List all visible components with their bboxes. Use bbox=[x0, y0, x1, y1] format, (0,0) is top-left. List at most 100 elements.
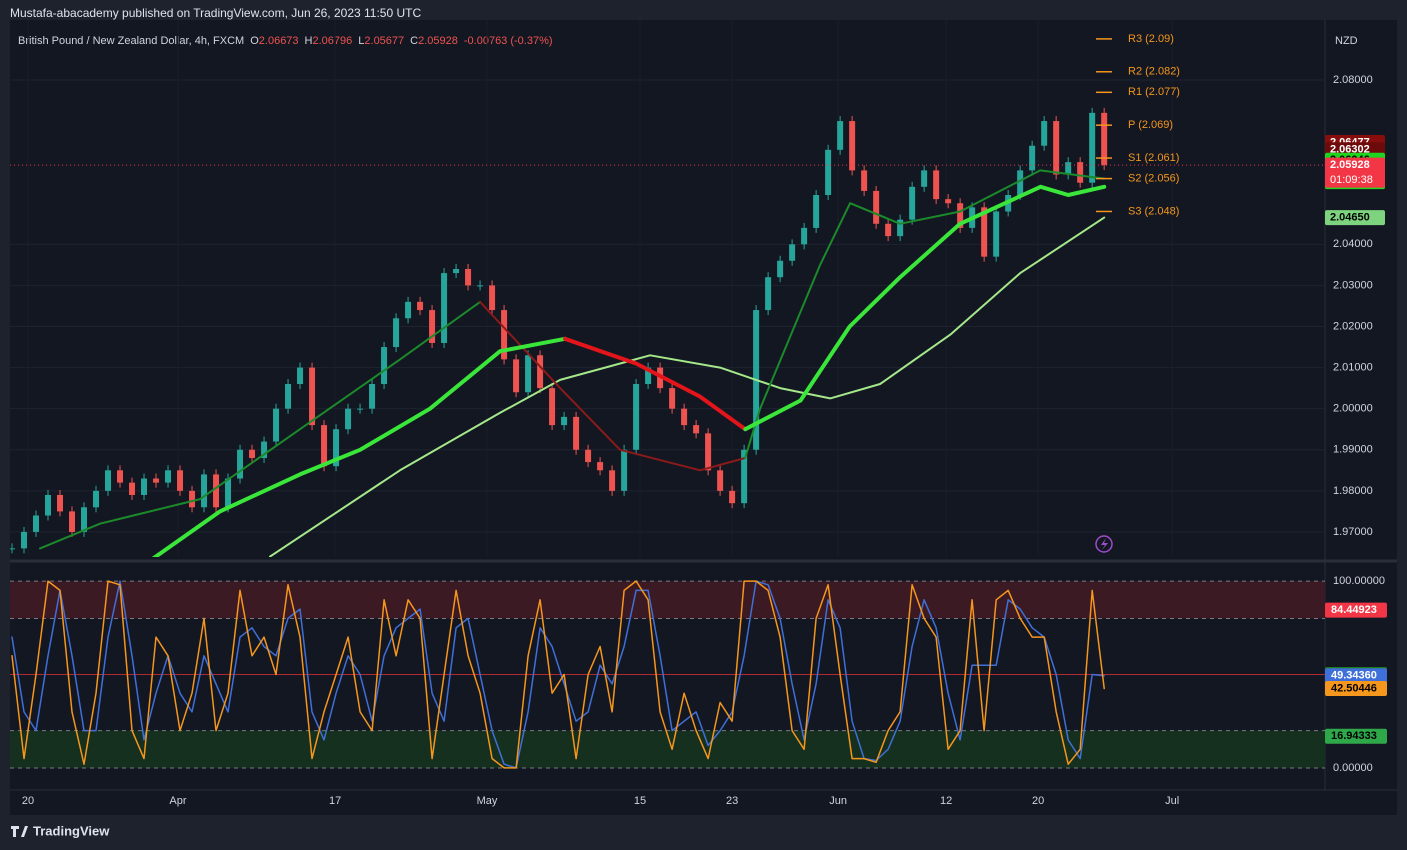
ohlc-value: 2.06796 bbox=[313, 35, 353, 47]
candle-body bbox=[225, 478, 232, 508]
brand: TradingView bbox=[33, 823, 110, 838]
oscillator-label-bg bbox=[1325, 602, 1387, 618]
candle-body bbox=[765, 277, 772, 311]
candle-body bbox=[189, 490, 196, 508]
candle-body bbox=[261, 441, 268, 458]
candle-body bbox=[369, 384, 376, 409]
candle-body bbox=[561, 416, 568, 426]
candle-body bbox=[393, 318, 400, 348]
x-tick-label: 15 bbox=[634, 795, 646, 807]
candle-body bbox=[21, 531, 28, 549]
y-tick-label: 2.02000 bbox=[1333, 320, 1373, 332]
price-label: 2.06302 bbox=[1330, 144, 1370, 156]
candle-body bbox=[609, 470, 616, 491]
oscillator-label: 16.94333 bbox=[1331, 730, 1377, 742]
moving-average bbox=[743, 184, 1107, 432]
flash-icon bbox=[1095, 535, 1113, 553]
chart-area bbox=[10, 20, 1397, 815]
change: -0.00763 (-0.37%) bbox=[464, 35, 553, 47]
x-tick-label: 23 bbox=[726, 795, 738, 807]
x-tick-label: Apr bbox=[169, 795, 186, 807]
candle-body bbox=[69, 511, 76, 532]
candle-body bbox=[537, 355, 544, 389]
candle-body bbox=[1053, 121, 1060, 175]
candle-body bbox=[945, 199, 952, 204]
oscillator-label: 49.34360 bbox=[1331, 670, 1377, 682]
candle-body bbox=[441, 273, 448, 343]
candle-body bbox=[885, 223, 892, 237]
candle-body bbox=[333, 429, 340, 467]
pivot-label: S2 (2.056) bbox=[1128, 172, 1179, 184]
symbol-legend: British Pound / New Zealand Dollar, 4h, … bbox=[18, 35, 553, 47]
candle-body bbox=[573, 416, 580, 450]
price-label: 2.05928 bbox=[1330, 159, 1370, 171]
candle-body bbox=[357, 408, 364, 410]
candle-body bbox=[897, 219, 904, 237]
moving-average bbox=[151, 336, 567, 557]
candle-body bbox=[489, 285, 496, 311]
x-tick-label: May bbox=[477, 795, 498, 807]
candle-body bbox=[237, 449, 244, 479]
x-tick-label: Jun bbox=[829, 795, 847, 807]
ohlc-value: 2.06673 bbox=[259, 35, 299, 47]
candle-body bbox=[621, 449, 628, 491]
candle-body bbox=[1017, 170, 1024, 196]
pivot-label: S1 (2.061) bbox=[1128, 152, 1179, 164]
candle-body bbox=[813, 195, 820, 228]
candle-body bbox=[1041, 121, 1048, 146]
candle-body bbox=[297, 367, 304, 385]
candle-body bbox=[741, 449, 748, 504]
oscillator-label: 84.44923 bbox=[1331, 604, 1377, 616]
candle-body bbox=[837, 121, 844, 150]
pivot-label: R3 (2.09) bbox=[1128, 33, 1174, 45]
oscillator-tick-label: 0.00000 bbox=[1333, 762, 1373, 774]
oscillator-label: 42.50446 bbox=[1331, 682, 1377, 694]
candle-body bbox=[549, 388, 556, 426]
candle-body bbox=[1089, 112, 1096, 183]
x-tick-label: 17 bbox=[329, 795, 341, 807]
candle-body bbox=[429, 310, 436, 343]
x-tick-label: 20 bbox=[1032, 795, 1044, 807]
candle-body bbox=[321, 425, 328, 467]
candle-body bbox=[453, 268, 460, 274]
y-tick-label: 1.99000 bbox=[1333, 444, 1373, 456]
price-pane bbox=[10, 20, 1325, 557]
candle-body bbox=[849, 121, 856, 171]
candle-body bbox=[861, 170, 868, 191]
candle-body bbox=[729, 490, 736, 504]
y-tick-label: 2.03000 bbox=[1333, 279, 1373, 291]
oscillator-tick-label: 100.00000 bbox=[1333, 575, 1385, 587]
candle-body bbox=[681, 408, 688, 426]
candle-body bbox=[693, 425, 700, 434]
candle-body bbox=[717, 470, 724, 491]
candle-body bbox=[993, 211, 1000, 257]
candle-body bbox=[10, 548, 16, 550]
x-tick-label: Jul bbox=[1165, 795, 1179, 807]
ohlc-key: O bbox=[250, 35, 259, 47]
candle-body bbox=[909, 186, 916, 220]
candle-body bbox=[201, 474, 208, 508]
countdown: 01:09:38 bbox=[1330, 174, 1373, 186]
candle-body bbox=[309, 367, 316, 426]
candle-body bbox=[825, 149, 832, 196]
candle-body bbox=[1065, 162, 1072, 175]
ohlc-key: H bbox=[305, 35, 313, 47]
candle-body bbox=[177, 470, 184, 491]
candle-body bbox=[273, 408, 280, 442]
candle-body bbox=[789, 244, 796, 261]
y-tick-label: 1.98000 bbox=[1333, 485, 1373, 497]
moving-average bbox=[39, 300, 482, 550]
candle-body bbox=[285, 384, 292, 409]
y-tick-label: 2.01000 bbox=[1333, 361, 1373, 373]
candle-body bbox=[213, 474, 220, 508]
candle-body bbox=[873, 190, 880, 224]
oscillator-label-bg bbox=[1325, 681, 1387, 697]
candle-body bbox=[345, 408, 352, 430]
candle-body bbox=[117, 470, 124, 483]
pivot-label: P (2.069) bbox=[1128, 119, 1173, 131]
oscillator-pane bbox=[10, 580, 1325, 769]
candle-body bbox=[705, 433, 712, 471]
publisher: Mustafa-abacademy published on TradingVi… bbox=[10, 6, 421, 20]
